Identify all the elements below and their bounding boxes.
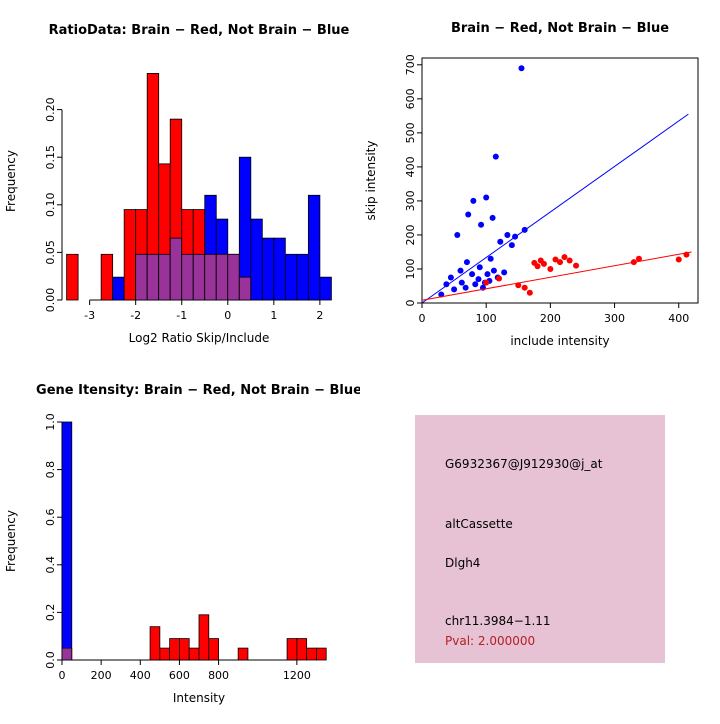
svg-text:0.10: 0.10 [44, 193, 57, 218]
gene-intensity-histogram: Gene Itensity: Brain − Red, Not Brain − … [4, 383, 362, 705]
ratio-histogram: RatioData: Brain − Red, Not Brain − Blue… [4, 23, 350, 345]
svg-text:300: 300 [604, 312, 625, 325]
panel-ratio-histogram: RatioData: Brain − Red, Not Brain − Blue… [0, 0, 360, 360]
svg-text:0: 0 [59, 669, 66, 682]
svg-text:200: 200 [540, 312, 561, 325]
svg-text:300: 300 [404, 190, 417, 211]
svg-text:600: 600 [169, 669, 190, 682]
svg-text:0.15: 0.15 [44, 145, 57, 170]
svg-text:400: 400 [668, 312, 689, 325]
svg-text:0.0: 0.0 [44, 651, 57, 669]
gene-name-text: Dlgh4 [445, 556, 481, 570]
event-type-text: altCassette [445, 517, 513, 531]
panel-gene-intensity-histogram: Gene Itensity: Brain − Red, Not Brain − … [0, 360, 362, 720]
svg-text:0.20: 0.20 [44, 97, 57, 122]
svg-text:0.4: 0.4 [44, 556, 57, 574]
panel-intensity-scatter: Brain − Red, Not Brain − Blue 0 100 200 300 4… [360, 0, 720, 360]
svg-text:Log2 Ratio Skip/Include: Log2 Ratio Skip/Include [129, 331, 270, 345]
svg-text:Frequency: Frequency [4, 510, 18, 572]
svg-text:Gene Itensity: Brain − Red, No: Gene Itensity: Brain − Red, Not Brain − … [36, 383, 360, 398]
svg-text:0: 0 [224, 309, 231, 322]
svg-text:1: 1 [270, 309, 277, 322]
svg-text:-1: -1 [176, 309, 187, 322]
svg-text:0.2: 0.2 [44, 604, 57, 622]
svg-text:800: 800 [208, 669, 229, 682]
svg-text:0: 0 [419, 312, 426, 325]
svg-text:100: 100 [404, 258, 417, 279]
svg-text:Frequency: Frequency [4, 150, 18, 212]
svg-text:200: 200 [91, 669, 112, 682]
svg-text:0.8: 0.8 [44, 461, 57, 479]
svg-text:500: 500 [404, 122, 417, 143]
svg-text:400: 400 [130, 669, 151, 682]
svg-text:0.6: 0.6 [44, 508, 57, 526]
svg-text:0.05: 0.05 [44, 240, 57, 265]
panel-info: G6932367@J912930@j_at altCassette Dlgh4 … [360, 360, 720, 720]
svg-text:0.00: 0.00 [44, 288, 57, 313]
pval-text: Pval: 2.000000 [445, 634, 536, 648]
probe-id-text: G6932367@J912930@j_at [445, 457, 603, 471]
svg-text:Brain − Red, Not Brain − Blue: Brain − Red, Not Brain − Blue [451, 21, 669, 36]
svg-text:1.0: 1.0 [44, 413, 57, 431]
svg-text:0: 0 [404, 300, 417, 307]
svg-text:200: 200 [404, 224, 417, 245]
svg-text:100: 100 [476, 312, 497, 325]
svg-text:include intensity: include intensity [510, 334, 609, 348]
info-box: G6932367@J912930@j_at altCassette Dlgh4 … [415, 415, 665, 663]
svg-text:-3: -3 [84, 309, 95, 322]
locus-text: chr11.3984−1.11 [445, 614, 551, 628]
svg-text:skip intensity: skip intensity [364, 141, 378, 221]
svg-text:400: 400 [404, 156, 417, 177]
svg-text:-2: -2 [130, 309, 141, 322]
svg-text:Intensity: Intensity [173, 691, 225, 705]
svg-text:700: 700 [404, 54, 417, 75]
svg-text:2: 2 [316, 309, 323, 322]
skip-include-scatterplot: Brain − Red, Not Brain − Blue 0 100 200 300 4… [364, 21, 699, 348]
svg-text:600: 600 [404, 88, 417, 109]
svg-text:RatioData: Brain − Red, Not Br: RatioData: Brain − Red, Not Brain − Blue [49, 23, 350, 38]
svg-text:1200: 1200 [283, 669, 311, 682]
